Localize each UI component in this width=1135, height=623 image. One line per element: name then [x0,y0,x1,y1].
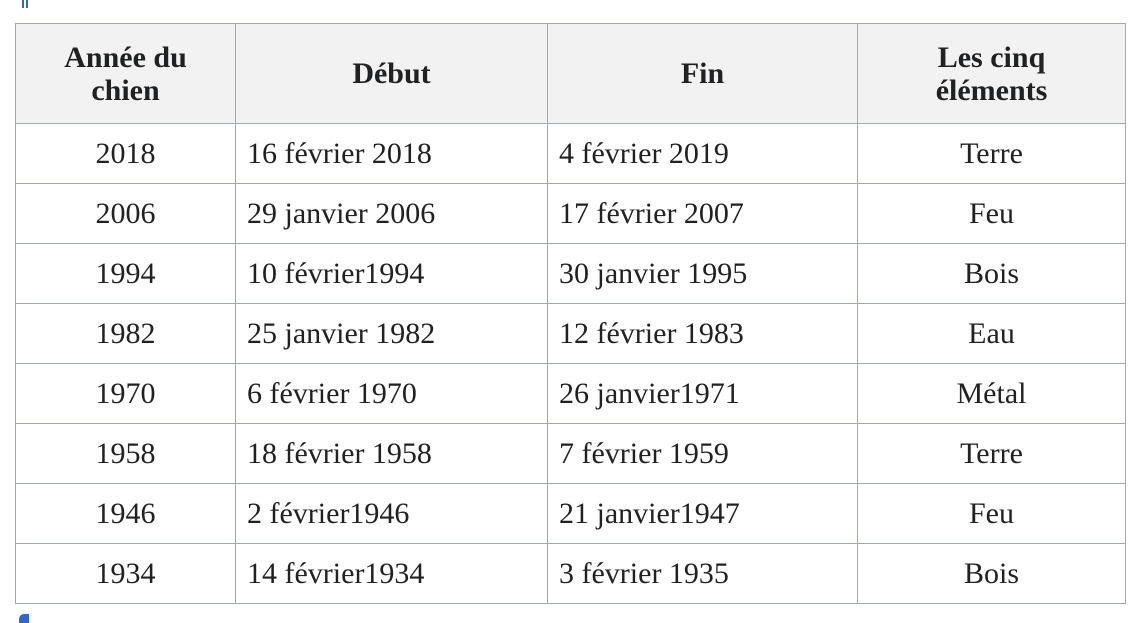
table-row: 1982 25 janvier 1982 12 février 1983 Eau [15,303,1126,364]
table-cell: 10 février1994 [235,243,548,304]
table-cell: 2006 [15,183,236,244]
table-row: 2006 29 janvier 2006 17 février 2007 Feu [15,183,1126,244]
table-cell: 16 février 2018 [235,123,548,184]
table-cell: Bois [857,543,1126,604]
header-cell: Les cinq éléments [857,23,1126,124]
table-cell: 29 janvier 2006 [235,183,548,244]
table-cell: 21 janvier1947 [547,483,858,544]
paragraph-marker [19,614,29,623]
table-row: 2018 16 février 2018 4 février 2019 Terre [15,123,1126,184]
table-cell: 1946 [15,483,236,544]
table-cell: 4 février 2019 [547,123,858,184]
table-cell: 25 janvier 1982 [235,303,548,364]
header-cell: Début [235,23,548,124]
table-cell: Terre [857,123,1126,184]
table-cell: 18 février 1958 [235,423,548,484]
header-row: Année du chien Début Fin Les cinq éléments [15,23,1126,124]
table-cell: 7 février 1959 [547,423,858,484]
table-row: 1994 10 février1994 30 janvier 1995 Bois [15,243,1126,304]
table-row: 1946 2 février1946 21 janvier1947 Feu [15,483,1126,544]
table-cell: 14 février1934 [235,543,548,604]
table-cell: Feu [857,483,1126,544]
edit-marker [22,0,24,8]
table-row: 1958 18 février 1958 7 février 1959 Terre [15,423,1126,484]
table-cell: 1958 [15,423,236,484]
table-cell: 1994 [15,243,236,304]
data-table: Année du chien Début Fin Les cinq éléments … [15,23,1126,604]
header-cell: Année du chien [15,23,236,124]
table-cell: 12 février 1983 [547,303,858,364]
table-cell: 17 février 2007 [547,183,858,244]
table-cell: Eau [857,303,1126,364]
table-cell: Métal [857,363,1126,424]
header-text: Début [352,57,431,90]
header-cell: Fin [547,23,858,124]
table-cell: Terre [857,423,1126,484]
table-cell: 30 janvier 1995 [547,243,858,304]
table-cell: 2018 [15,123,236,184]
table-cell: 2 février1946 [235,483,548,544]
header-text: Fin [680,57,725,90]
table-cell: Feu [857,183,1126,244]
table-cell: 1970 [15,363,236,424]
table-cell: 3 février 1935 [547,543,858,604]
table-cell: 1982 [15,303,236,364]
table-cell: 1934 [15,543,236,604]
header-text: Année du chien [64,40,187,107]
table-row: 1970 6 février 1970 26 janvier1971 Métal [15,363,1126,424]
table-cell: 6 février 1970 [235,363,548,424]
table-row: 1934 14 février1934 3 février 1935 Bois [15,543,1126,604]
edit-marker [26,0,28,8]
table-cell: 26 janvier1971 [547,363,858,424]
table-body: 2018 16 février 2018 4 février 2019 Terre 20… [15,123,1126,604]
table-cell: Bois [857,243,1126,304]
header-text: Les cinq éléments [935,40,1048,107]
